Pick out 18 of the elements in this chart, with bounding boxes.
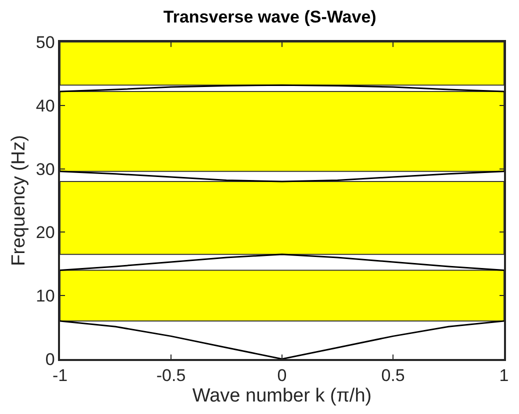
x-tick-label: -1 bbox=[52, 366, 68, 386]
chart-title: Transverse wave (S-Wave) bbox=[163, 7, 376, 26]
y-axis-title: Frequency (Hz) bbox=[8, 135, 30, 266]
line-series bbox=[60, 84, 504, 92]
x-tick-label: 1 bbox=[499, 366, 509, 386]
x-axis-title: Wave number k (π/h) bbox=[192, 385, 372, 406]
y-tick-label: 30 bbox=[36, 160, 55, 179]
y-tick-label: 20 bbox=[36, 223, 55, 242]
line-series bbox=[60, 170, 504, 182]
x-tick-label: -0.5 bbox=[156, 366, 186, 386]
y-tick-label: 40 bbox=[36, 96, 55, 116]
x-tick-label: 0.5 bbox=[381, 366, 405, 386]
line-series bbox=[60, 254, 504, 271]
x-tick-label: 0 bbox=[277, 366, 287, 386]
y-tick-label: 10 bbox=[36, 286, 55, 306]
y-tick-label: 50 bbox=[36, 32, 55, 52]
line-series bbox=[60, 320, 504, 359]
y-tick-label: 0 bbox=[45, 350, 55, 369]
